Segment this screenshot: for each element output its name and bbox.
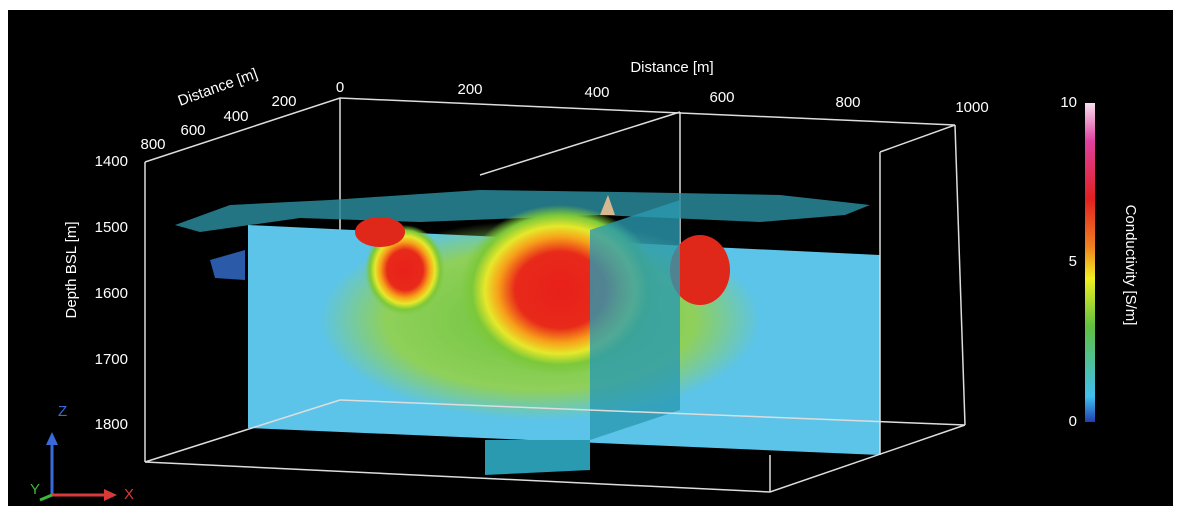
tick-label: 1700	[95, 351, 128, 368]
colorbar	[1085, 103, 1095, 422]
triad-label: Y	[30, 481, 40, 498]
tick-label: 600	[709, 89, 734, 106]
tick-label: 800	[140, 136, 165, 153]
tick-label: 400	[223, 108, 248, 125]
bounding-box-front	[144, 152, 966, 493]
tick-label: 200	[457, 81, 482, 98]
axis-label: Distance [m]	[630, 59, 713, 76]
conductivity-slice	[248, 200, 880, 475]
triad-label: X	[124, 486, 134, 503]
tick-label: 400	[584, 84, 609, 101]
peak	[600, 195, 615, 215]
surface-layer	[175, 190, 870, 232]
tick-label: 800	[835, 94, 860, 111]
surface-patch	[210, 250, 245, 280]
axis-label: Depth BSL [m]	[63, 222, 80, 319]
tick-label: 1500	[95, 219, 128, 236]
colorbar-tick: 10	[1060, 94, 1077, 111]
tick-label: 1000	[955, 99, 988, 116]
colorbar-label: Conductivity [S/m]	[1122, 205, 1139, 326]
tick-label: 600	[180, 122, 205, 139]
axes-triad	[39, 432, 117, 502]
colorbar-tick: 0	[1069, 413, 1077, 430]
tick-label: 200	[271, 93, 296, 110]
tick-label: 1800	[95, 416, 128, 433]
colorbar-tick: 5	[1069, 253, 1077, 270]
tick-label: 1400	[95, 153, 128, 170]
triad-label: Z	[58, 403, 67, 420]
tick-label: 0	[336, 79, 344, 96]
tick-label: 1600	[95, 285, 128, 302]
